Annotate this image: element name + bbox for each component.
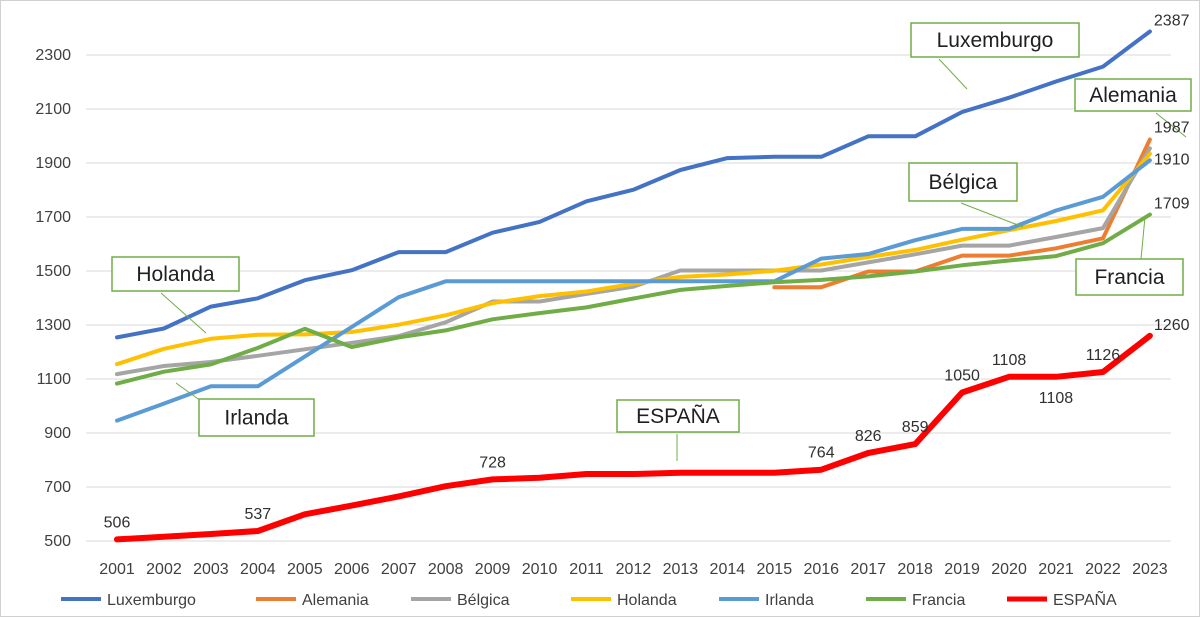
callout-label: Luxemburgo [937,29,1054,52]
data-label: 537 [244,506,271,523]
data-label: 859 [902,419,929,436]
x-tick-label: 2002 [146,561,182,578]
legend: Luxemburgo Alemania Bélgica Holanda Irlanda F… [61,589,1117,609]
data-label: 1108 [1039,390,1074,407]
series-line-alemania [772,137,1152,290]
x-tick-label: 2007 [381,561,417,578]
legend-label: Francia [912,592,965,609]
x-tick-label: 2021 [1038,561,1074,578]
x-tick-label: 2014 [710,561,746,578]
x-tick-label: 2020 [991,561,1027,578]
data-label: 1910 [1154,151,1190,168]
callout-box [908,162,1018,202]
callout-label: Bélgica [929,171,998,194]
callout-label: ESPAÑA [636,404,720,428]
callout-leader [960,202,1024,228]
legend-label: Holanda [617,592,677,609]
y-tick-label: 1700 [35,209,71,226]
y-tick-label: 500 [44,533,71,550]
y-tick-label: 2300 [35,47,71,64]
x-tick-label: 2011 [569,561,604,578]
x-tick-label: 2004 [240,561,276,578]
data-label: 1987 [1154,120,1190,137]
x-tick-label: 2017 [850,561,886,578]
x-axis-ticks: 2001 2002 2003 2004 2005 2006 2007 2008 2009 2010… [99,561,1168,578]
x-tick-label: 2018 [897,561,933,578]
x-tick-label: 2001 [99,561,135,578]
callout-leader [938,58,968,90]
data-label: 1260 [1154,317,1190,334]
callouts: Luxemburgo Alemania Bélgica Holanda Irlanda F… [111,22,1192,461]
legend-label: Luxemburgo [107,592,196,609]
x-tick-label: 2023 [1132,561,1168,578]
y-tick-label: 900 [44,425,71,442]
callout-box [910,22,1080,58]
series-line-irlanda [115,158,1152,423]
series-line-españa [114,332,1153,543]
x-tick-label: 2012 [616,561,652,578]
y-tick-label: 1100 [37,371,72,388]
data-label: 1126 [1086,347,1121,364]
data-label: 1108 [992,352,1027,369]
data-labels: 506 537 728 764 826 859 1050 1108 1108 1126 1260 23… [104,13,1190,532]
y-tick-label: 1300 [35,317,71,334]
y-tick-label: 1500 [35,263,71,280]
series-lines [114,29,1153,543]
x-tick-label: 2005 [287,561,323,578]
callout-box [198,398,315,437]
series-line-luxemburgo [115,29,1152,340]
x-tick-label: 2006 [334,561,370,578]
callout-box [111,256,240,292]
y-axis-ticks: 500 700 900 1100 1300 1500 1700 1900 2100 2300 [35,47,71,550]
legend-label: Irlanda [765,592,814,609]
callout-label: Alemania [1089,84,1177,107]
y-tick-label: 1900 [35,155,71,172]
x-tick-label: 2010 [522,561,558,578]
series-line-francia [115,212,1152,386]
legend-label: Alemania [302,592,369,609]
x-tick-label: 2015 [757,561,793,578]
callout-leader [1155,112,1187,138]
series-line-bélgica [115,146,1152,377]
callout-box [616,399,740,433]
callout-box [1075,258,1184,296]
x-tick-label: 2009 [475,561,511,578]
data-label: 2387 [1154,13,1190,30]
x-tick-label: 2003 [193,561,229,578]
callout-leader [160,292,207,334]
legend-label: ESPAÑA [1053,589,1117,609]
callout-leader [1140,216,1146,260]
callout-leader [175,382,202,402]
x-tick-label: 2008 [428,561,464,578]
y-tick-label: 2100 [35,101,71,118]
y-tick-label: 700 [44,479,71,496]
data-label: 1709 [1154,196,1190,213]
x-tick-label: 2022 [1085,561,1121,578]
x-tick-label: 2016 [803,561,839,578]
callout-box [1074,78,1192,112]
data-label: 506 [104,514,131,531]
x-tick-label: 2013 [663,561,699,578]
callout-label: Irlanda [224,407,289,430]
callout-label: Holanda [136,263,215,286]
legend-label: Bélgica [457,592,510,609]
data-label: 728 [479,454,506,471]
callout-label: Francia [1094,266,1164,289]
x-tick-label: 2019 [944,561,980,578]
data-label: 826 [855,428,882,445]
data-label: 1050 [944,368,980,385]
data-label: 764 [808,445,835,462]
